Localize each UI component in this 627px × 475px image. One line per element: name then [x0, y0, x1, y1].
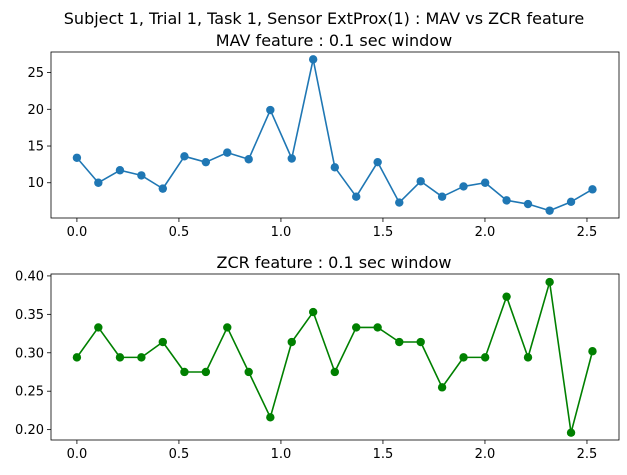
zcr-chart: ZCR feature : 0.1 sec window 0.0 0.5 1.0 1.…	[15, 253, 620, 462]
zcr-data-point	[330, 367, 339, 377]
zcr-ytick-label: 0.35	[15, 308, 44, 323]
zcr-xtick-label: 1.5	[373, 447, 394, 462]
zcr-data-point	[588, 347, 597, 356]
mav-axes-frame	[50, 51, 620, 219]
mav-data-point	[330, 163, 339, 172]
mav-xtick-label: 1.0	[271, 225, 292, 240]
zcr-data-point	[373, 323, 382, 332]
zcr-ytick-label: 0.20	[15, 423, 44, 438]
zcr-axes-frame	[50, 273, 620, 441]
mav-chart-title: MAV feature : 0.1 sec window	[216, 31, 452, 50]
mav-data-point	[566, 197, 576, 207]
mav-data-point	[416, 177, 425, 186]
mav-data-point	[373, 157, 382, 167]
zcr-data-point	[480, 353, 490, 362]
zcr-ytick-label: 0.40	[15, 269, 44, 284]
mav-chart: MAV feature : 0.1 sec window 0.0 0.5 1.0 1.…	[27, 31, 620, 240]
mav-data-point	[502, 196, 511, 205]
zcr-series-line	[76, 281, 594, 434]
mav-data-point	[352, 192, 361, 201]
zcr-data-point	[523, 353, 533, 362]
zcr-ytick-label: 0.25	[15, 385, 44, 400]
mav-data-point	[395, 198, 404, 207]
zcr-chart-title: ZCR feature : 0.1 sec window	[217, 253, 452, 272]
zcr-data-point	[72, 353, 82, 362]
mav-xtick-label: 2.5	[577, 225, 598, 240]
zcr-data-point	[437, 383, 447, 392]
figure-suptitle: Subject 1, Trial 1, Task 1, Sensor ExtPr…	[64, 9, 584, 28]
mav-series-line	[76, 58, 593, 212]
zcr-xtick-label: 2.0	[475, 447, 496, 462]
zcr-data-point	[502, 292, 511, 301]
mav-data-point	[266, 105, 275, 115]
mav-ytick-label: 15	[27, 140, 44, 155]
mav-xtick-label: 2.0	[475, 225, 496, 240]
zcr-data-point	[352, 323, 361, 332]
zcr-data-point	[459, 353, 468, 362]
zcr-data-point	[395, 337, 404, 347]
mav-ytick-label: 25	[27, 66, 44, 81]
mav-ytick-label: 20	[27, 103, 44, 118]
zcr-data-point	[287, 337, 296, 347]
zcr-ytick-label: 0.30	[15, 346, 44, 361]
mav-data-point	[244, 155, 253, 164]
zcr-data-point	[416, 337, 425, 347]
mav-ytick-label: 10	[27, 176, 44, 191]
zcr-data-point	[566, 428, 576, 437]
zcr-data-point	[545, 277, 554, 287]
zcr-data-point	[180, 367, 189, 377]
zcr-data-point	[201, 367, 211, 377]
mav-data-point	[287, 154, 296, 163]
mav-xtick-label: 0.0	[67, 225, 88, 240]
zcr-data-point	[94, 323, 103, 332]
mav-data-point	[545, 206, 554, 215]
zcr-data-point	[223, 323, 232, 332]
zcr-data-point	[266, 413, 275, 422]
zcr-data-point	[137, 353, 146, 362]
mav-data-point	[180, 152, 189, 161]
mav-data-point	[480, 178, 490, 187]
mav-data-point	[437, 192, 447, 201]
mav-data-point	[459, 182, 468, 191]
zcr-xtick-label: 2.5	[577, 447, 598, 462]
mav-data-point	[158, 184, 168, 193]
mav-data-point	[72, 153, 82, 162]
mav-data-point	[94, 178, 103, 187]
zcr-xtick-label: 0.0	[67, 447, 88, 462]
mav-data-point	[223, 148, 232, 157]
mav-xtick-label: 0.5	[169, 225, 190, 240]
mav-xtick-label: 1.5	[373, 225, 394, 240]
zcr-data-point	[308, 307, 318, 317]
zcr-data-point	[244, 367, 253, 377]
zcr-data-point	[115, 353, 125, 362]
mav-data-point	[201, 157, 211, 167]
zcr-xtick-label: 1.0	[271, 447, 292, 462]
mav-data-point	[523, 199, 533, 209]
mav-data-point	[588, 185, 597, 194]
zcr-data-point	[158, 337, 168, 347]
mav-data-point	[308, 55, 318, 64]
mav-data-point	[137, 171, 146, 180]
mav-data-point	[115, 166, 125, 175]
zcr-xtick-label: 0.5	[169, 447, 190, 462]
